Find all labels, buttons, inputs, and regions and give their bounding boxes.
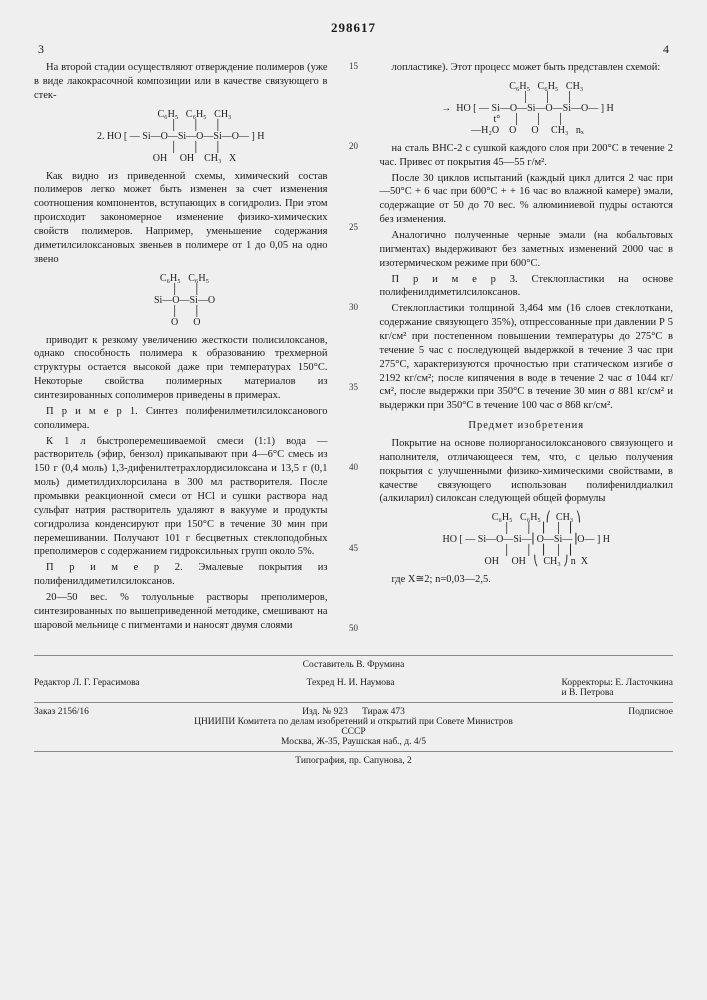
right-p4: Аналогично полученные черные эмали (на к… — [380, 229, 674, 271]
corrector-2: и В. Петрова — [562, 688, 614, 698]
lineno: 15 — [346, 61, 362, 73]
lineno: 50 — [346, 623, 362, 635]
typography: Типография, пр. Сапунова, 2 — [34, 752, 673, 766]
page: 298617 3 4 На второй стадии осуществляют… — [0, 0, 707, 1000]
org2: Москва, Ж-35, Раушская наб., д. 4/5 — [194, 737, 514, 747]
chem-formula-left-top: C₆H₅ C₆H₅ CH₃ │ │ │ 2. HO [ — Si—O—Si—O—… — [34, 109, 328, 164]
lineno: 40 — [346, 462, 362, 474]
text-columns: На второй стадии осуществляют отверждени… — [34, 61, 673, 635]
left-p7: 20—50 вес. % толуольные растворы преполи… — [34, 591, 328, 633]
editor: Редактор Л. Г. Герасимова — [34, 678, 140, 698]
zakaz: Заказ 2156/16 — [34, 707, 194, 717]
right-p7: Покрытие на основе полиорганосилоксаново… — [380, 437, 674, 506]
lineno: 45 — [346, 543, 362, 555]
izd: Изд. № 923 — [302, 707, 348, 717]
right-p6: Стеклопластики толщиной 3,464 мм (16 сло… — [380, 302, 674, 413]
right-p8: где Х≅2; n=0,03—2,5. — [380, 573, 674, 587]
lineno: 25 — [346, 222, 362, 234]
left-p5: К 1 л быстроперемешиваемой смеси (1:1) в… — [34, 435, 328, 560]
chem-formula-left-mid: C₆H₅ C₆H₅ │ │ Si—O—Si—O │ │ O O — [34, 273, 328, 328]
corrector-1: Корректоры: Е. Ласточкина — [562, 678, 673, 688]
left-p1: На второй стадии осуществляют отверждени… — [34, 61, 328, 103]
left-p4: П р и м е р 1. Синтез полифенилметилсило… — [34, 405, 328, 433]
right-p2: на сталь ВНС-2 с сушкой каждого слоя при… — [380, 142, 674, 170]
pub-info: Заказ 2156/16 Изд. № 923 Тираж 473 ЦНИИП… — [34, 703, 673, 752]
composer: Составитель В. Фрумина — [34, 656, 673, 674]
line-numbers: 15 20 25 30 35 40 45 50 — [346, 61, 362, 635]
right-p5: П р и м е р 3. Стеклопластики на основе … — [380, 273, 674, 301]
right-column: лопластике). Этот процесс может быть пре… — [380, 61, 674, 635]
col-num-right: 4 — [663, 42, 669, 57]
tech-editor: Техред Н. И. Наумова — [307, 678, 395, 698]
correctors: Корректоры: Е. Ласточкина и В. Петрова — [562, 678, 673, 698]
tiraz: Тираж 473 — [362, 707, 405, 717]
org1: ЦНИИПИ Комитета по делам изобретений и о… — [194, 717, 514, 737]
lineno: 35 — [346, 382, 362, 394]
credits-row: Редактор Л. Г. Герасимова Техред Н. И. Н… — [34, 674, 673, 703]
chem-formula-right-top: C₆H₅ C₆H₅ CH₃ │ │ │ → HO [ — Si—O—Si—O—S… — [380, 81, 674, 136]
left-p2: Как видно из приведенной схемы, химическ… — [34, 170, 328, 267]
col-num-left: 3 — [38, 42, 44, 57]
left-p6: П р и м е р 2. Эмалевые покрытия из поли… — [34, 561, 328, 589]
footer: Составитель В. Фрумина Редактор Л. Г. Ге… — [34, 655, 673, 766]
lineno: 30 — [346, 302, 362, 314]
chem-formula-right-bot: C₆H₅ C₆H₅ ⎛ CH₃ ⎞ │ │ ⎜ │ ⎟ HO [ — Si—O—… — [380, 512, 674, 567]
left-p3: приводит к резкому увеличению жесткости … — [34, 334, 328, 403]
right-p1: лопластике). Этот процесс может быть пре… — [380, 61, 674, 75]
section-title: Предмет изобретения — [380, 419, 674, 433]
right-p3: После 30 циклов испытаний (каждый цикл д… — [380, 172, 674, 227]
lineno: 20 — [346, 141, 362, 153]
column-numbers: 3 4 — [38, 42, 669, 57]
patent-number: 298617 — [34, 20, 673, 36]
left-column: На второй стадии осуществляют отверждени… — [34, 61, 328, 635]
podpisnoe: Подписное — [513, 707, 673, 717]
